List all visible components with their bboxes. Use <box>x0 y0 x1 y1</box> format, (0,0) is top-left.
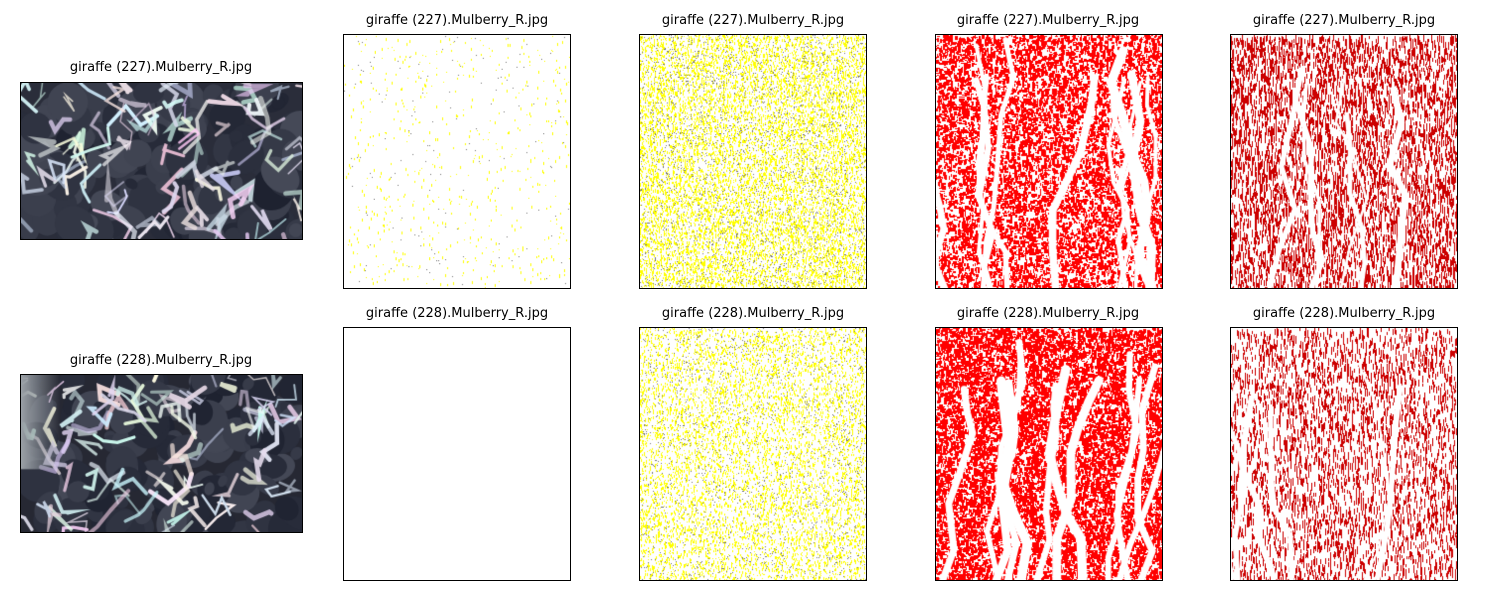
mask-title-2-2: giraffe (228).Mulberry_R.jpg <box>661 306 845 321</box>
source-image-1 <box>20 82 303 240</box>
mask-title-2-3: giraffe (228).Mulberry_R.jpg <box>956 306 1140 321</box>
mask-title-2-4: giraffe (228).Mulberry_R.jpg <box>1252 306 1436 321</box>
mask-title-2-1: giraffe (228).Mulberry_R.jpg <box>365 306 549 321</box>
mask-panel-1-2 <box>639 34 867 289</box>
mask-title-1-2: giraffe (227).Mulberry_R.jpg <box>661 13 845 28</box>
mask-title-1-4: giraffe (227).Mulberry_R.jpg <box>1252 13 1436 28</box>
giraffe-skin-photo-228 <box>21 375 302 532</box>
mask-panel-2-3 <box>935 327 1163 581</box>
mask-panel-1-3 <box>935 34 1163 289</box>
mask-panel-2-1 <box>343 327 571 581</box>
source-image-2 <box>20 374 303 533</box>
mask-panel-2-4 <box>1230 327 1458 581</box>
red-streak-mask <box>1231 35 1457 288</box>
mask-panel-1-4 <box>1230 34 1458 289</box>
giraffe-skin-photo-227 <box>21 83 302 239</box>
mask-panel-1-1 <box>343 34 571 289</box>
red-streak-mask <box>1231 328 1457 580</box>
yellow-noise-mask <box>640 35 866 288</box>
mask-panel-2-2 <box>639 327 867 581</box>
source-image-title-1: giraffe (227).Mulberry_R.jpg <box>69 60 253 75</box>
yellow-noise-mask <box>640 328 866 580</box>
empty-mask <box>344 328 570 580</box>
red-blob-mask <box>936 328 1162 580</box>
mask-title-1-1: giraffe (227).Mulberry_R.jpg <box>365 13 549 28</box>
red-blob-mask <box>936 35 1162 288</box>
source-image-title-2: giraffe (228).Mulberry_R.jpg <box>69 353 253 368</box>
sparse-yellow-mask <box>344 35 570 288</box>
mask-title-1-3: giraffe (227).Mulberry_R.jpg <box>956 13 1140 28</box>
